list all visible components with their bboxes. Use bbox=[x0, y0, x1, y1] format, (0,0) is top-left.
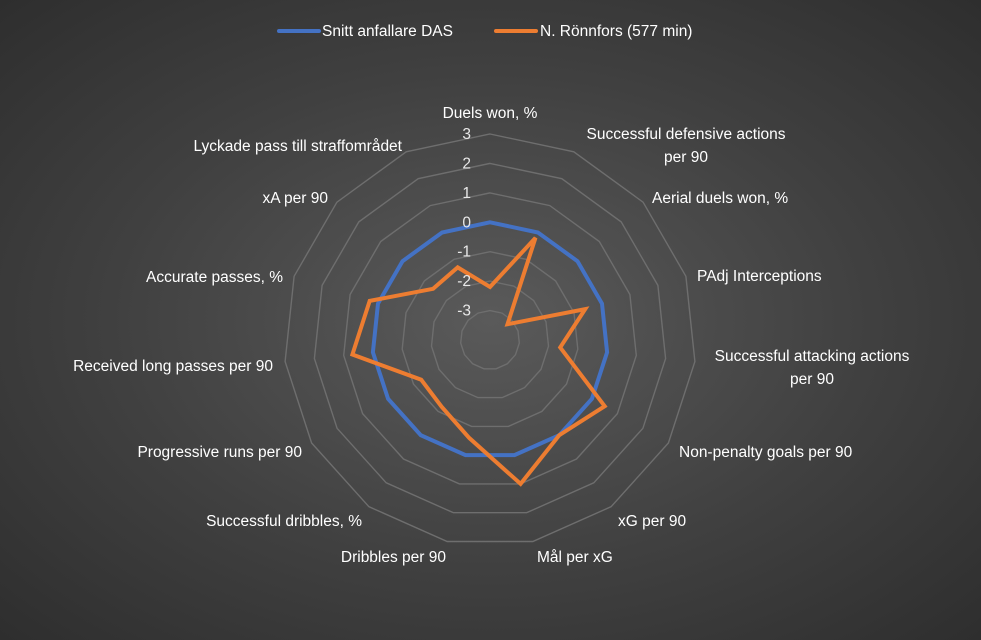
category-label: Dribbles per 90 bbox=[341, 549, 446, 566]
legend-label-2: N. Rönnfors (577 min) bbox=[540, 23, 692, 40]
category-label: Accurate passes, % bbox=[146, 269, 283, 286]
category-label: Lyckade pass till straffområdet bbox=[194, 138, 403, 155]
grid-ring bbox=[459, 309, 521, 370]
grid-ring bbox=[401, 250, 579, 428]
category-label: xA per 90 bbox=[263, 190, 329, 207]
radar-series bbox=[349, 220, 610, 487]
category-labels: Duels won, % Successful defensive actions… bbox=[73, 105, 910, 566]
tick-label: -2 bbox=[457, 273, 471, 290]
category-label: xG per 90 bbox=[618, 513, 686, 530]
series-line-2 bbox=[349, 236, 608, 487]
radial-tick-labels: 3 2 1 0 -1 -2 -3 bbox=[457, 126, 471, 320]
grid-ring bbox=[313, 162, 667, 514]
category-label: Non-penalty goals per 90 bbox=[679, 444, 853, 461]
grid-ring bbox=[284, 133, 696, 543]
tick-label: 3 bbox=[462, 126, 471, 143]
tick-label: -1 bbox=[457, 244, 471, 261]
category-label: Progressive runs per 90 bbox=[137, 444, 302, 461]
category-label: Mål per xG bbox=[537, 549, 613, 566]
category-label: Successful defensive actions per 90 bbox=[586, 126, 785, 166]
category-label: PAdj Interceptions bbox=[697, 268, 822, 285]
tick-label: 2 bbox=[462, 155, 471, 172]
grid-ring bbox=[342, 192, 638, 485]
series-line-1 bbox=[370, 220, 610, 458]
grid-ring bbox=[430, 280, 550, 399]
category-label: Successful attacking actions per 90 bbox=[715, 348, 910, 388]
tick-label: -3 bbox=[457, 303, 471, 320]
category-label: Duels won, % bbox=[443, 105, 538, 122]
category-label: Aerial duels won, % bbox=[652, 190, 788, 207]
tick-label: 1 bbox=[462, 185, 471, 202]
category-label: Successful dribbles, % bbox=[206, 513, 362, 530]
radar-grid bbox=[284, 133, 696, 543]
tick-label: 0 bbox=[462, 214, 471, 231]
legend-label-1: Snitt anfallare DAS bbox=[322, 23, 453, 40]
category-label: Received long passes per 90 bbox=[73, 358, 273, 375]
legend: Snitt anfallare DAS N. Rönnfors (577 min) bbox=[277, 23, 692, 40]
